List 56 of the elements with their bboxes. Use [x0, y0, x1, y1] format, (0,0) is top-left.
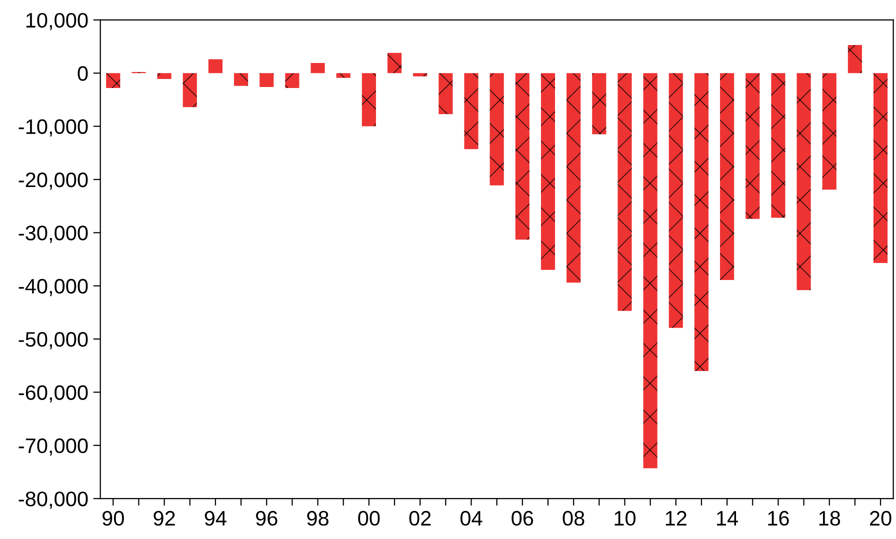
- bar: [746, 73, 760, 219]
- bar: [362, 73, 376, 126]
- bar: [592, 73, 606, 134]
- bar: [413, 73, 428, 76]
- x-tick-label: 94: [204, 510, 226, 526]
- bar: [822, 73, 836, 190]
- x-tick-label: 90: [102, 510, 124, 526]
- bar: [387, 52, 402, 74]
- x-tick-label: 04: [460, 510, 482, 526]
- bar: [618, 73, 632, 311]
- bar: [260, 73, 274, 87]
- x-tick-label: 14: [717, 511, 738, 526]
- bar: [515, 73, 530, 240]
- x-tick-label: 06: [512, 510, 534, 526]
- bar: [566, 73, 581, 283]
- bar: [106, 73, 120, 88]
- bar: [720, 73, 734, 280]
- y-tick-label: -60,000: [18, 385, 88, 402]
- y-tick-label: 0: [78, 66, 88, 81]
- bar: [490, 73, 504, 186]
- y-tick-label: -40,000: [18, 278, 88, 296]
- bar: [668, 73, 683, 328]
- bar: [438, 73, 453, 114]
- x-tick-label: 16: [768, 510, 789, 526]
- bar: [310, 63, 325, 74]
- bar: [208, 59, 222, 74]
- bar: [157, 73, 172, 79]
- y-tick-label: 10,000: [26, 12, 88, 30]
- x-tick-label: 12: [666, 510, 686, 526]
- y-tick-label: -30,000: [18, 226, 88, 243]
- bar: [873, 73, 888, 263]
- x-tick-label: 18: [819, 510, 840, 526]
- y-tick-label: -10,000: [18, 119, 88, 137]
- bar: [643, 73, 658, 468]
- bar: [694, 73, 708, 371]
- x-tick-label: 00: [358, 510, 380, 526]
- x-tick-label: 96: [256, 510, 278, 526]
- bar: [182, 73, 197, 108]
- x-tick-label: 08: [562, 510, 584, 526]
- y-tick-label: -70,000: [18, 438, 88, 456]
- x-tick-label: 92: [154, 510, 175, 526]
- bar: [234, 73, 248, 86]
- y-tick-label: -80,000: [18, 492, 88, 509]
- x-tick-label: 98: [307, 510, 328, 526]
- bar: [848, 44, 862, 74]
- x-tick-label: 02: [409, 510, 431, 526]
- y-tick-label: -20,000: [18, 172, 88, 190]
- bar: [540, 73, 556, 270]
- bar: [796, 73, 811, 290]
- bar: [285, 73, 300, 88]
- bar: [771, 73, 786, 218]
- bar: [336, 73, 350, 78]
- x-tick-label: 20: [870, 510, 892, 526]
- bar: [464, 73, 478, 150]
- x-tick-label: 10: [614, 510, 636, 526]
- y-tick-label: -50,000: [18, 332, 88, 350]
